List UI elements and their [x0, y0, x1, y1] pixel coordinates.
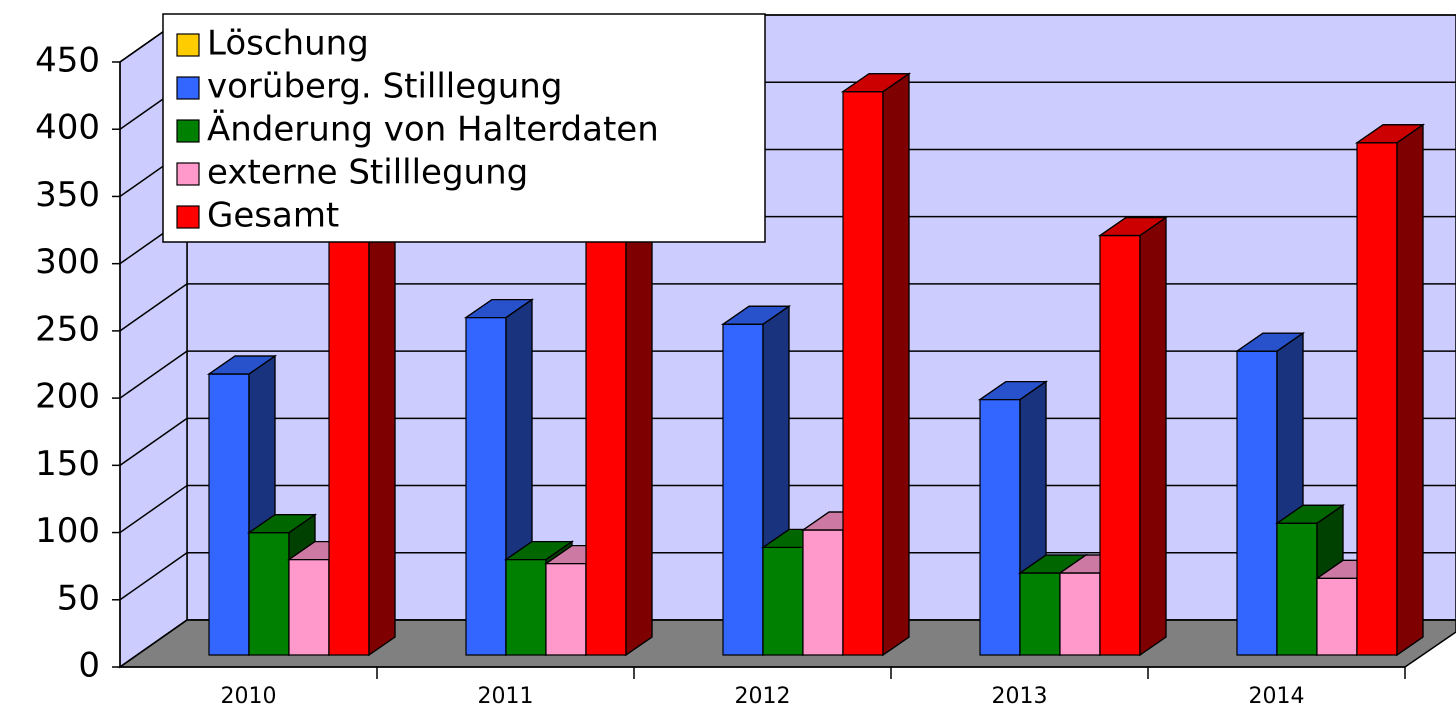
- bar-front: [1356, 142, 1398, 656]
- bar-front: [1236, 350, 1278, 656]
- bar-front: [1316, 577, 1358, 656]
- x-tick-label: 2013: [992, 684, 1048, 709]
- bar-front: [722, 323, 764, 656]
- bar-side-shade: [1396, 123, 1424, 657]
- bar-top-shade: [1235, 332, 1305, 352]
- x-tick-label: 2012: [735, 684, 791, 709]
- legend-label: Gesamt: [207, 196, 339, 236]
- x-tick-label: 2014: [1249, 684, 1305, 709]
- legend-label: Änderung von Halterdaten: [207, 110, 659, 150]
- bar-front: [1276, 522, 1318, 656]
- bar-front: [288, 558, 330, 656]
- y-tick-label: 150: [35, 444, 100, 484]
- legend-swatch: [176, 119, 200, 143]
- grid-line: [119, 552, 188, 601]
- bar-front: [802, 529, 844, 656]
- y-tick-label: 0: [78, 646, 100, 686]
- bar-front: [1019, 572, 1061, 656]
- bar-front: [762, 546, 804, 656]
- y-tick-label: 300: [35, 242, 100, 282]
- legend-label: externe Stilllegung: [207, 153, 528, 193]
- x-tick-label: 2010: [221, 684, 277, 709]
- legend-label: Löschung: [207, 24, 369, 64]
- bar-top-shade: [841, 73, 911, 93]
- bar-top-shade: [1098, 216, 1168, 237]
- grid-line: [119, 417, 188, 466]
- bar-front: [208, 373, 250, 656]
- bar-side-shade: [882, 72, 910, 657]
- bar-top-shade: [207, 355, 277, 375]
- bar-top-shade: [721, 305, 791, 325]
- y-tick-label: 350: [35, 175, 100, 215]
- bar-top-shade: [504, 540, 574, 561]
- y-tick-label: 250: [35, 309, 100, 349]
- y-tick-label: 200: [35, 377, 100, 417]
- bar-front: [1059, 572, 1101, 656]
- bar-top-shade: [978, 380, 1048, 401]
- y-tick-label: 100: [35, 511, 100, 551]
- bar: [1355, 123, 1425, 657]
- bar-top-shade: [1275, 504, 1345, 524]
- grid-line: [119, 484, 188, 534]
- y-tick-label: 50: [57, 578, 100, 618]
- bar: [1098, 216, 1168, 657]
- y-tick-label: 400: [35, 108, 100, 148]
- grid-line: [119, 619, 188, 668]
- bar: [841, 72, 911, 657]
- bar-top-shade: [464, 298, 534, 319]
- bar-top-shade: [1355, 124, 1425, 144]
- bar-front: [1099, 234, 1141, 656]
- bar-front: [842, 91, 884, 656]
- bar-top-shade: [247, 514, 317, 534]
- grid-line: [119, 350, 188, 399]
- grid-line: [119, 283, 188, 332]
- bar-front: [505, 558, 547, 656]
- legend-swatch: [176, 162, 200, 186]
- bar-front: [545, 562, 587, 656]
- legend-box: [162, 13, 766, 243]
- bar-front: [465, 316, 507, 656]
- legend-label: vorüberg. Stilllegung: [207, 67, 562, 107]
- legend-swatch: [176, 205, 200, 229]
- bar-side-shade: [1139, 216, 1167, 657]
- bar-front: [248, 532, 290, 656]
- x-tick-label: 2011: [478, 684, 534, 709]
- y-tick-label: 450: [35, 41, 100, 81]
- legend-swatch: [176, 33, 200, 57]
- bar-front: [979, 398, 1021, 656]
- legend-swatch: [176, 76, 200, 100]
